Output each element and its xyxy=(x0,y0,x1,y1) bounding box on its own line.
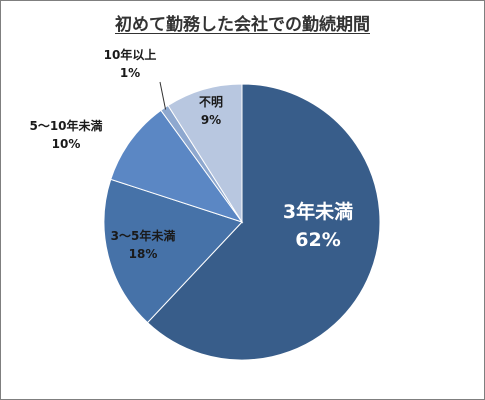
slice-label-name-1: 3〜5年未満 xyxy=(111,228,176,243)
slice-label-name-4: 不明 xyxy=(199,95,223,109)
pie-slice-4 xyxy=(167,83,243,224)
slice-label-value-0: 62% xyxy=(295,229,340,251)
pie-slice-2 xyxy=(110,109,244,223)
slice-label-name-3: 10年以上 xyxy=(104,47,157,62)
chart-title-text: 初めて勤務した会社での勤続期間 xyxy=(115,15,370,35)
slice-label-name-0: 3年未満 xyxy=(283,200,353,223)
chart-title: 初めて勤務した会社での勤続期間 xyxy=(0,10,485,35)
slice-label-value-4: 9% xyxy=(201,113,221,127)
pie-slice-0 xyxy=(146,83,381,361)
leader-line-10-years xyxy=(159,81,167,110)
pie-slice-1 xyxy=(103,178,243,324)
slice-label-value-1: 18% xyxy=(129,247,158,261)
slice-label-value-3: 1% xyxy=(120,66,140,80)
slice-label-value-2: 10% xyxy=(52,137,81,151)
slice-label-name-2: 5〜10年未満 xyxy=(29,118,102,133)
